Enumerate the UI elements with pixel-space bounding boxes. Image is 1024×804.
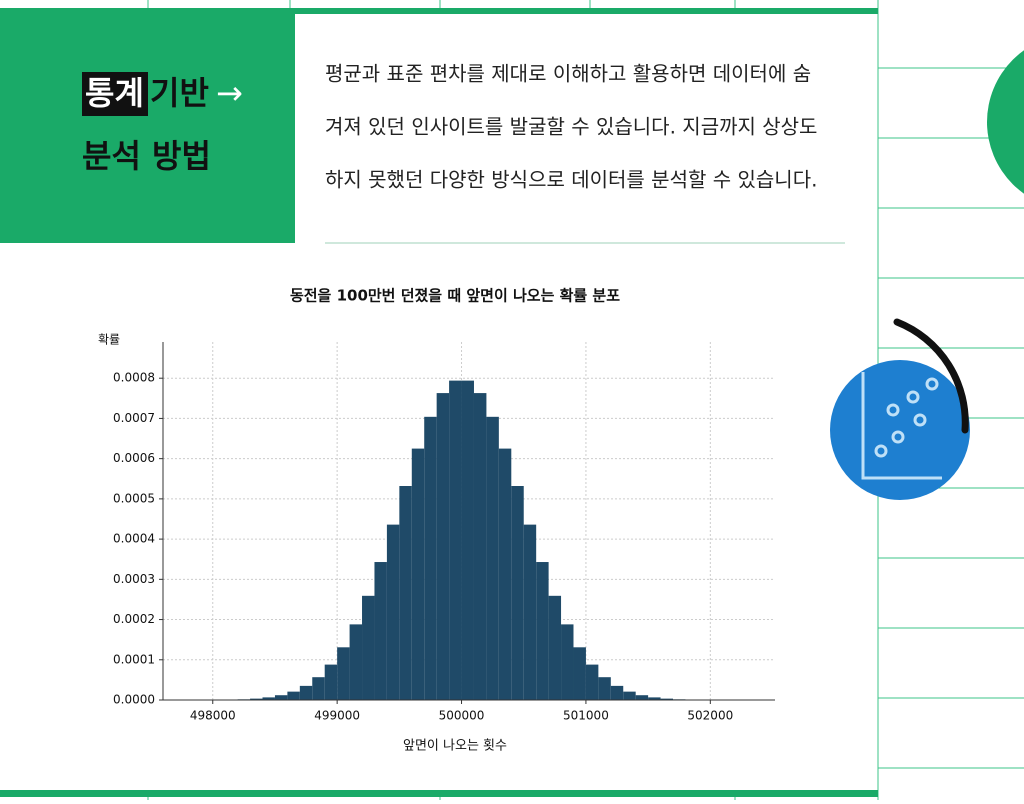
description-line: 하지 못했던 다양한 방식으로 데이터를 분석할 수 있습니다. (325, 168, 817, 192)
y-tick-label: 0.0007 (113, 411, 155, 425)
x-tick-label: 500000 (439, 709, 485, 723)
bar (424, 417, 436, 700)
bar (611, 686, 623, 700)
bar (573, 647, 585, 700)
y-tick-label: 0.0001 (113, 652, 155, 666)
bar (511, 486, 523, 700)
bar (362, 596, 374, 700)
y-tick-label: 0.0003 (113, 572, 155, 586)
bar (300, 686, 312, 700)
x-tick-label: 498000 (190, 709, 236, 723)
bar (312, 677, 324, 700)
bar (549, 596, 561, 700)
bar (598, 677, 610, 700)
bar (449, 381, 461, 700)
bar (623, 692, 635, 700)
y-tick-label: 0.0002 (113, 612, 155, 626)
bar (287, 692, 299, 700)
heading-highlight: 통계 (85, 74, 144, 112)
bar (275, 695, 287, 700)
x-axis-label: 앞면이 나오는 횟수 (403, 739, 507, 754)
description: 평균과 표준 편차를 제대로 이해하고 활용하면 데이터에 숨 겨져 있던 인사… (325, 62, 817, 192)
bar (524, 525, 536, 700)
y-tick-label: 0.0004 (113, 532, 155, 546)
bar (399, 486, 411, 700)
green-circle (987, 34, 1024, 210)
y-tick-label: 0.0006 (113, 451, 155, 465)
y-tick-label: 0.0000 (113, 693, 155, 707)
bar (387, 525, 399, 700)
heading-text: 기반 (150, 74, 209, 112)
x-tick-label: 501000 (563, 709, 609, 723)
heading-line2: 분석 방법 (82, 137, 211, 175)
bar (337, 647, 349, 700)
bar (561, 624, 573, 700)
x-tick-label: 499000 (314, 709, 360, 723)
bar (350, 624, 362, 700)
top-bar (0, 8, 878, 14)
bar (437, 393, 449, 700)
bar (486, 417, 498, 700)
bar (325, 665, 337, 700)
heading-arrow: → (216, 74, 243, 112)
x-tick-label: 502000 (687, 709, 733, 723)
description-line: 평균과 표준 편차를 제대로 이해하고 활용하면 데이터에 숨 (325, 62, 811, 86)
y-tick-label: 0.0005 (113, 491, 155, 505)
bar (474, 393, 486, 700)
bar (462, 381, 474, 700)
bar (374, 562, 386, 700)
y-axis-label: 확률 (98, 333, 120, 347)
chart-title: 동전을 100만번 던졌을 때 앞면이 나오는 확률 분포 (290, 287, 620, 305)
bar (412, 449, 424, 700)
bar (536, 562, 548, 700)
bar (586, 665, 598, 700)
description-line: 겨져 있던 인사이트를 발굴할 수 있습니다. 지금까지 상상도 (325, 115, 817, 139)
bar (636, 695, 648, 700)
y-tick-label: 0.0008 (113, 371, 155, 385)
bottom-bar (0, 790, 878, 797)
bar (499, 449, 511, 700)
title-box (0, 14, 295, 243)
